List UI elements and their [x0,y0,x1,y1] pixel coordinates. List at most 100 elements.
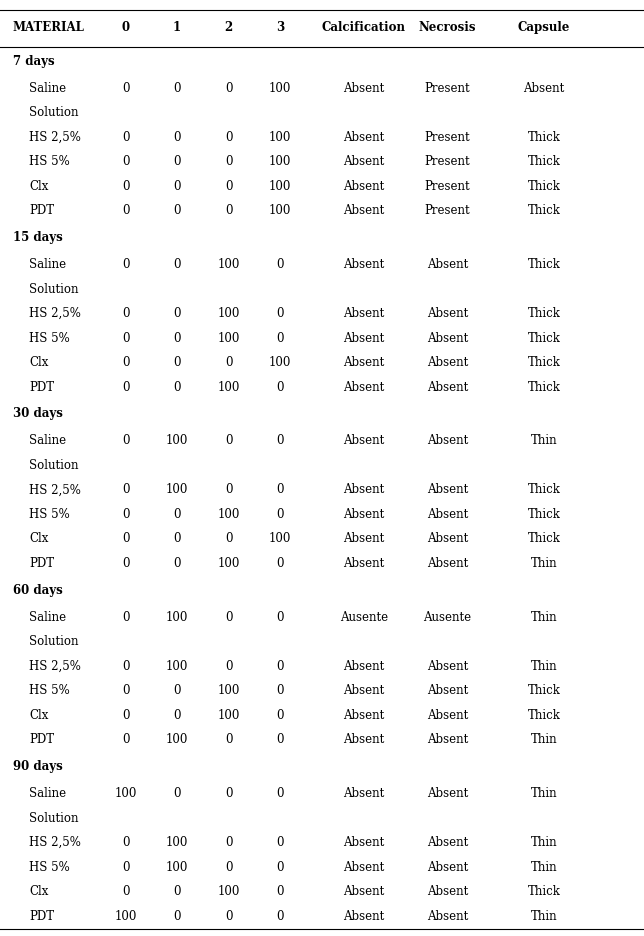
Text: Thick: Thick [527,708,561,721]
Text: 0: 0 [173,258,181,271]
Text: Present: Present [425,131,470,144]
Text: Clx: Clx [29,532,48,545]
Text: Ausente: Ausente [424,610,471,623]
Text: Solution: Solution [29,635,79,648]
Text: 0: 0 [122,507,129,520]
Text: 100: 100 [218,708,240,721]
Text: HS 2,5%: HS 2,5% [29,307,81,320]
Text: Absent: Absent [427,786,468,799]
Text: Absent: Absent [343,532,384,545]
Text: PDT: PDT [29,909,54,922]
Text: Thick: Thick [527,483,561,496]
Text: 0: 0 [122,610,129,623]
Text: Present: Present [425,180,470,193]
Text: Absent: Absent [343,331,384,344]
Text: 0: 0 [276,434,284,447]
Text: Clx: Clx [29,356,48,369]
Text: 0: 0 [173,380,181,393]
Text: 100: 100 [166,659,188,672]
Text: 0: 0 [276,556,284,569]
Text: Clx: Clx [29,708,48,721]
Text: Saline: Saline [29,81,66,95]
Text: 100: 100 [166,733,188,745]
Text: Absent: Absent [343,131,384,144]
Text: Present: Present [425,81,470,95]
Text: Saline: Saline [29,434,66,447]
Text: PDT: PDT [29,380,54,393]
Text: Absent: Absent [427,835,468,848]
Text: 100: 100 [269,532,291,545]
Text: 0: 0 [122,180,129,193]
Text: HS 5%: HS 5% [29,683,70,696]
Text: 0: 0 [225,155,232,168]
Text: 0: 0 [122,155,129,168]
Text: Absent: Absent [427,307,468,320]
Text: HS 5%: HS 5% [29,331,70,344]
Text: Absent: Absent [427,356,468,369]
Text: PDT: PDT [29,733,54,745]
Text: Solution: Solution [29,811,79,824]
Text: Saline: Saline [29,610,66,623]
Text: Absent: Absent [427,434,468,447]
Text: Solution: Solution [29,283,79,296]
Text: Thick: Thick [527,131,561,144]
Text: Thick: Thick [527,155,561,168]
Text: 0: 0 [276,380,284,393]
Text: 0: 0 [122,131,129,144]
Text: Capsule: Capsule [518,22,571,35]
Text: 100: 100 [218,507,240,520]
Text: 0: 0 [173,131,181,144]
Text: 100: 100 [269,204,291,217]
Text: Absent: Absent [343,556,384,569]
Text: Absent: Absent [427,909,468,922]
Text: Absent: Absent [427,885,468,897]
Text: 0: 0 [173,180,181,193]
Text: 0: 0 [173,307,181,320]
Text: Absent: Absent [427,258,468,271]
Text: 0: 0 [122,81,129,95]
Text: Saline: Saline [29,786,66,799]
Text: 0: 0 [225,532,232,545]
Text: Thick: Thick [527,258,561,271]
Text: 0: 0 [276,859,284,872]
Text: 0: 0 [276,786,284,799]
Text: PDT: PDT [29,556,54,569]
Text: 15 days: 15 days [13,231,62,243]
Text: 0: 0 [225,610,232,623]
Text: Saline: Saline [29,258,66,271]
Text: 0: 0 [122,380,129,393]
Text: HS 5%: HS 5% [29,155,70,168]
Text: 100: 100 [166,434,188,447]
Text: 0: 0 [225,733,232,745]
Text: 100: 100 [166,859,188,872]
Text: 0: 0 [173,331,181,344]
Text: 100: 100 [269,81,291,95]
Text: 0: 0 [122,733,129,745]
Text: 0: 0 [173,909,181,922]
Text: 0: 0 [122,885,129,897]
Text: Clx: Clx [29,885,48,897]
Text: 0: 0 [276,507,284,520]
Text: 0: 0 [122,859,129,872]
Text: 0: 0 [276,885,284,897]
Text: Absent: Absent [343,683,384,696]
Text: HS 5%: HS 5% [29,859,70,872]
Text: 0: 0 [225,131,232,144]
Text: Absent: Absent [343,859,384,872]
Text: Thick: Thick [527,204,561,217]
Text: 100: 100 [218,307,240,320]
Text: Absent: Absent [343,356,384,369]
Text: 0: 0 [122,683,129,696]
Text: Absent: Absent [343,81,384,95]
Text: 2: 2 [225,22,232,35]
Text: 60 days: 60 days [13,583,62,596]
Text: Thick: Thick [527,307,561,320]
Text: 100: 100 [269,180,291,193]
Text: 0: 0 [225,180,232,193]
Text: Absent: Absent [427,532,468,545]
Text: Absent: Absent [343,786,384,799]
Text: 0: 0 [225,204,232,217]
Text: 0: 0 [225,835,232,848]
Text: PDT: PDT [29,204,54,217]
Text: 3: 3 [276,22,284,35]
